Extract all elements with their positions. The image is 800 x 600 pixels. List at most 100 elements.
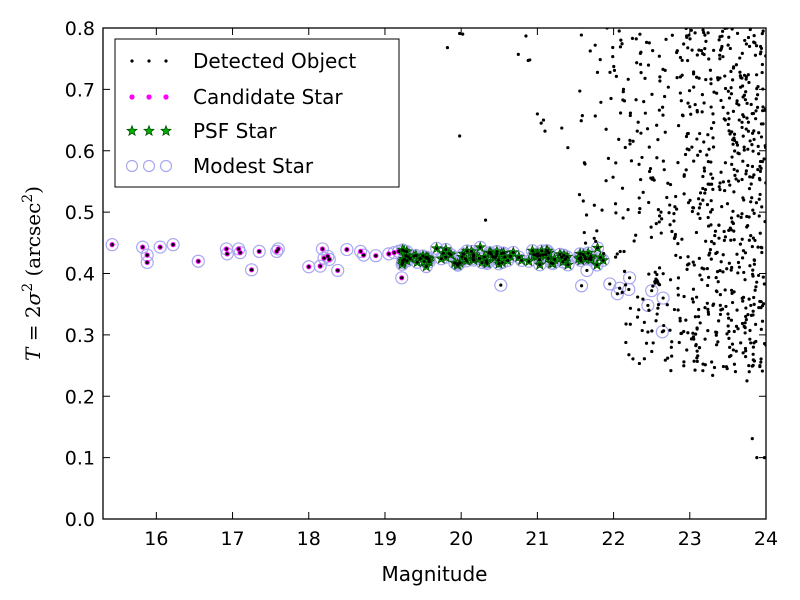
detected-object-point bbox=[738, 85, 743, 89]
detected-object-point bbox=[735, 252, 739, 256]
detected-object-point bbox=[543, 129, 547, 133]
detected-object-point bbox=[698, 191, 703, 195]
detected-object-point bbox=[661, 113, 665, 117]
detected-object-point bbox=[642, 357, 646, 361]
modest-star-point bbox=[191, 254, 205, 268]
detected-object-point bbox=[659, 210, 663, 214]
detected-object-point bbox=[307, 265, 311, 269]
detected-object-point bbox=[748, 28, 752, 32]
detected-object-point bbox=[703, 33, 707, 37]
detected-object-point bbox=[618, 45, 623, 49]
detected-object-point bbox=[747, 80, 751, 85]
detected-object-point bbox=[716, 340, 720, 344]
detected-object-point bbox=[606, 156, 611, 160]
detected-object-point bbox=[651, 284, 655, 288]
detected-object-point bbox=[737, 265, 741, 269]
detected-object-point bbox=[744, 42, 748, 46]
detected-object-point bbox=[751, 236, 756, 240]
detected-object-point bbox=[741, 249, 746, 253]
detected-object-point bbox=[738, 242, 743, 246]
detected-object-point bbox=[752, 359, 756, 363]
detected-object-point bbox=[484, 259, 488, 263]
detected-object-point bbox=[628, 138, 632, 142]
detected-object-point bbox=[708, 210, 713, 214]
modest-star-point bbox=[395, 271, 409, 285]
detected-object-point bbox=[644, 40, 649, 44]
detected-object-point bbox=[726, 89, 730, 93]
detected-object-point bbox=[673, 235, 677, 239]
detected-object-point bbox=[655, 272, 659, 277]
detected-object-point bbox=[709, 160, 713, 164]
detected-object-point bbox=[684, 168, 688, 172]
detected-object-point bbox=[762, 157, 766, 161]
detected-object-point bbox=[714, 333, 718, 337]
legend: Detected Object Candidate Star PSF Star … bbox=[114, 38, 400, 188]
detected-object-point bbox=[495, 250, 499, 254]
detected-object-point bbox=[729, 228, 733, 232]
detected-object-point bbox=[400, 276, 404, 280]
detected-object-point bbox=[700, 110, 704, 114]
detected-object-point bbox=[745, 101, 749, 105]
detected-object-point bbox=[683, 152, 688, 157]
detected-object-point bbox=[327, 257, 331, 261]
detected-object-point bbox=[639, 177, 643, 182]
detected-object-point bbox=[696, 315, 701, 319]
detected-object-point bbox=[752, 262, 756, 266]
detected-object-point bbox=[727, 316, 731, 320]
detected-object-point bbox=[753, 288, 757, 292]
legend-marker-psf bbox=[143, 124, 155, 137]
detected-object-point bbox=[729, 92, 734, 96]
detected-object-point bbox=[404, 254, 408, 258]
detected-object-point bbox=[672, 307, 677, 312]
detected-object-point bbox=[751, 149, 755, 153]
detected-object-point bbox=[753, 238, 757, 243]
detected-object-point bbox=[640, 328, 644, 333]
detected-object-point bbox=[628, 322, 632, 326]
detected-object-point bbox=[743, 251, 748, 255]
detected-object-point bbox=[730, 162, 734, 167]
detected-object-point bbox=[668, 223, 672, 227]
detected-object-point bbox=[760, 31, 764, 36]
detected-object-point bbox=[703, 47, 707, 51]
detected-object-point bbox=[757, 152, 761, 156]
detected-object-point bbox=[758, 363, 762, 368]
detected-object-point bbox=[700, 93, 705, 97]
detected-object-point bbox=[752, 137, 756, 142]
detected-object-point bbox=[483, 218, 488, 222]
detected-object-point bbox=[714, 23, 717, 26]
detected-object-point bbox=[759, 245, 763, 249]
detected-object-point bbox=[725, 202, 730, 206]
detected-object-point bbox=[747, 363, 751, 368]
legend-marker-detected bbox=[164, 59, 168, 63]
detected-object-point bbox=[613, 20, 616, 23]
detected-object-point bbox=[461, 252, 465, 256]
detected-object-point bbox=[721, 22, 724, 25]
detected-object-point bbox=[719, 170, 723, 174]
axis-ticks: 16 17 18 19 20 21 22 23 24 0.0 0.1 0.2 0.3 0.4 0.5 0.6 0… bbox=[65, 18, 778, 550]
detected-object-point bbox=[740, 321, 745, 326]
detected-object-point bbox=[362, 253, 366, 257]
detected-object-point bbox=[711, 136, 715, 140]
detected-object-point bbox=[589, 257, 593, 262]
detected-object-point bbox=[687, 148, 691, 152]
detected-object-point bbox=[686, 131, 690, 136]
detected-object-point bbox=[718, 303, 722, 307]
detected-object-point bbox=[727, 129, 731, 133]
modest-star-point bbox=[270, 244, 284, 259]
detected-object-point bbox=[649, 235, 654, 239]
modest-star-point bbox=[252, 244, 266, 259]
detected-object-point bbox=[748, 337, 752, 341]
detected-object-point bbox=[735, 169, 739, 173]
detected-object-point bbox=[634, 98, 638, 102]
detected-object-point bbox=[750, 244, 754, 249]
detected-object-point bbox=[646, 303, 650, 308]
modest-star-point bbox=[105, 238, 119, 252]
detected-object-point bbox=[740, 125, 744, 130]
detected-object-point bbox=[747, 19, 750, 22]
detected-object-point bbox=[691, 260, 695, 264]
detected-object-point bbox=[760, 319, 765, 323]
detected-object-point bbox=[752, 173, 756, 177]
detected-object-point bbox=[752, 295, 756, 300]
detected-object-point bbox=[670, 229, 674, 234]
detected-object-point bbox=[691, 287, 696, 291]
